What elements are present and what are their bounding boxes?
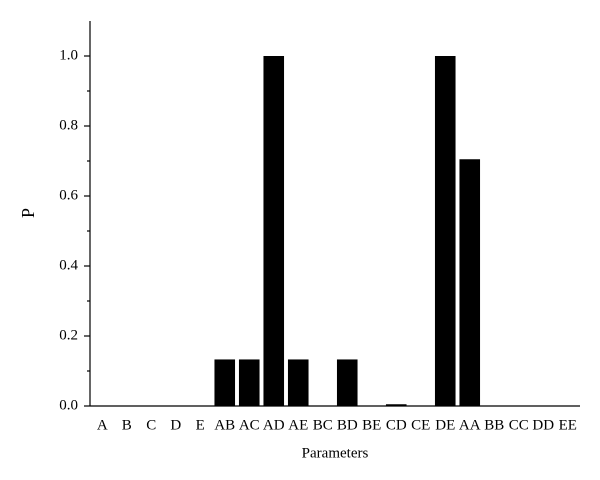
x-tick-label: EE — [559, 417, 577, 433]
x-tick-label: CC — [509, 417, 529, 433]
x-tick-label: C — [146, 417, 156, 433]
y-tick-label: 1.0 — [59, 47, 78, 63]
bar — [459, 159, 481, 406]
y-tick-label: 0.6 — [59, 187, 78, 203]
x-tick-label: AE — [288, 417, 308, 433]
y-tick-label: 0.2 — [59, 327, 78, 343]
x-tick-label: DE — [435, 417, 455, 433]
x-tick-label: A — [97, 417, 108, 433]
x-tick-label: DD — [532, 417, 554, 433]
bar — [238, 359, 260, 406]
x-tick-label: AA — [459, 417, 481, 433]
x-tick-label: BB — [484, 417, 504, 433]
x-tick-label: B — [122, 417, 132, 433]
bar — [263, 56, 285, 406]
x-tick-label: AD — [263, 417, 285, 433]
y-axis-label: P — [18, 208, 38, 218]
x-axis-label: Parameters — [302, 445, 369, 461]
x-tick-label: CE — [411, 417, 430, 433]
x-tick-label: AC — [239, 417, 260, 433]
x-tick-label: BC — [313, 417, 333, 433]
bar — [434, 56, 456, 406]
x-tick-label: BE — [362, 417, 381, 433]
y-tick-label: 0.0 — [59, 397, 78, 413]
x-tick-label: CD — [386, 417, 407, 433]
x-tick-label: E — [196, 417, 205, 433]
x-tick-label: D — [170, 417, 181, 433]
x-tick-label: BD — [337, 417, 358, 433]
y-tick-label: 0.8 — [59, 117, 78, 133]
bar — [385, 404, 407, 406]
bar — [214, 359, 236, 406]
y-tick-label: 0.4 — [59, 257, 78, 273]
x-tick-label: AB — [214, 417, 235, 433]
bar — [287, 359, 309, 406]
bar — [336, 359, 358, 406]
